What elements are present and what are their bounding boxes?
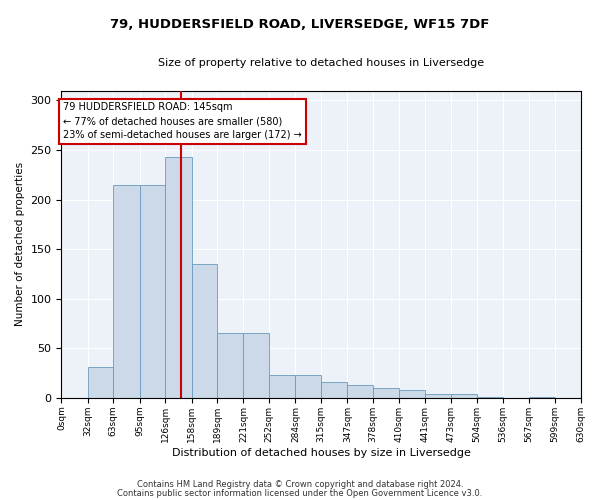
Bar bbox=[476, 397, 503, 398]
Bar bbox=[373, 388, 399, 398]
Text: 79 HUDDERSFIELD ROAD: 145sqm
← 77% of detached houses are smaller (580)
23% of s: 79 HUDDERSFIELD ROAD: 145sqm ← 77% of de… bbox=[63, 102, 302, 141]
Bar bbox=[165, 157, 191, 398]
Bar bbox=[113, 184, 140, 398]
Title: Size of property relative to detached houses in Liversedge: Size of property relative to detached ho… bbox=[158, 58, 484, 68]
Bar bbox=[191, 264, 217, 398]
Bar bbox=[321, 382, 347, 398]
Bar bbox=[529, 397, 555, 398]
Text: 79, HUDDERSFIELD ROAD, LIVERSEDGE, WF15 7DF: 79, HUDDERSFIELD ROAD, LIVERSEDGE, WF15 … bbox=[110, 18, 490, 30]
Text: Contains public sector information licensed under the Open Government Licence v3: Contains public sector information licen… bbox=[118, 489, 482, 498]
Bar bbox=[295, 375, 321, 398]
Text: Contains HM Land Registry data © Crown copyright and database right 2024.: Contains HM Land Registry data © Crown c… bbox=[137, 480, 463, 489]
Bar bbox=[88, 367, 113, 398]
X-axis label: Distribution of detached houses by size in Liversedge: Distribution of detached houses by size … bbox=[172, 448, 470, 458]
Bar bbox=[269, 375, 295, 398]
Bar bbox=[347, 385, 373, 398]
Bar bbox=[399, 390, 425, 398]
Bar bbox=[244, 334, 269, 398]
Bar bbox=[425, 394, 451, 398]
Y-axis label: Number of detached properties: Number of detached properties bbox=[15, 162, 25, 326]
Bar bbox=[140, 184, 165, 398]
Bar bbox=[217, 334, 244, 398]
Bar bbox=[451, 394, 476, 398]
